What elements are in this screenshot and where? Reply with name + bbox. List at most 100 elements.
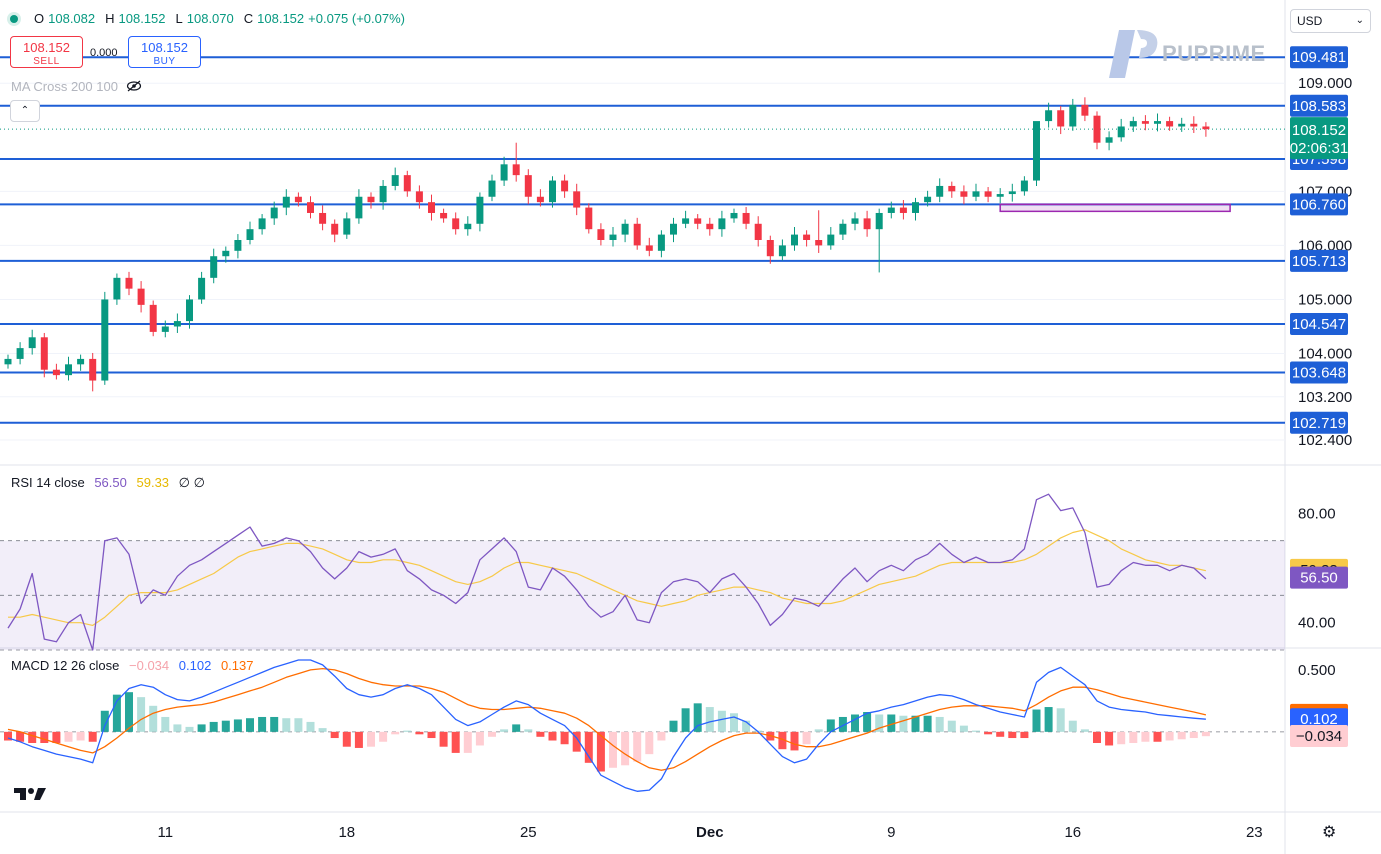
candle[interactable] (561, 174, 569, 198)
candle[interactable] (319, 205, 327, 231)
candle[interactable] (391, 167, 399, 191)
candle[interactable] (609, 227, 617, 247)
candle[interactable] (512, 142, 520, 182)
candle[interactable] (887, 201, 895, 219)
candle[interactable] (1117, 118, 1125, 142)
candle[interactable] (210, 248, 218, 284)
buy-button[interactable]: 108.152 BUY (128, 36, 201, 68)
candle[interactable] (101, 291, 109, 385)
candle[interactable] (367, 192, 375, 209)
candle[interactable] (670, 217, 677, 243)
candle[interactable] (488, 174, 496, 202)
candle[interactable] (331, 219, 339, 243)
candle[interactable] (1008, 183, 1016, 202)
candle[interactable] (307, 196, 314, 219)
candle[interactable] (1154, 113, 1161, 132)
candle[interactable] (137, 281, 145, 313)
candle[interactable] (476, 192, 484, 232)
candle[interactable] (173, 313, 181, 333)
candle[interactable] (803, 230, 811, 247)
candle[interactable] (415, 185, 423, 209)
candle[interactable] (113, 273, 121, 305)
candle[interactable] (984, 187, 992, 203)
candle[interactable] (1081, 97, 1089, 122)
candle[interactable] (77, 354, 85, 371)
candle[interactable] (4, 354, 12, 369)
candle[interactable] (1166, 116, 1174, 131)
candle[interactable] (524, 169, 532, 205)
candle[interactable] (875, 208, 883, 273)
candle[interactable] (536, 189, 544, 207)
candle[interactable] (65, 356, 72, 381)
eye-hidden-icon[interactable] (126, 80, 142, 92)
candle[interactable] (549, 176, 556, 208)
candle[interactable] (355, 189, 363, 224)
candle[interactable] (863, 210, 871, 237)
candle[interactable] (657, 230, 665, 258)
candle[interactable] (706, 217, 714, 236)
candle[interactable] (766, 235, 774, 264)
candle[interactable] (694, 214, 702, 230)
candle[interactable] (40, 332, 48, 378)
candle[interactable] (161, 320, 169, 338)
candle[interactable] (186, 295, 193, 329)
ma-indicator-label[interactable]: MA Cross 200 100 (11, 79, 142, 94)
candle[interactable] (1020, 176, 1028, 196)
candle[interactable] (960, 185, 968, 205)
candle[interactable] (682, 210, 690, 229)
candle[interactable] (403, 170, 411, 197)
candle[interactable] (1178, 117, 1186, 132)
candle[interactable] (1105, 131, 1113, 151)
candle[interactable] (948, 181, 956, 198)
candle[interactable] (730, 208, 738, 223)
candle[interactable] (500, 156, 508, 186)
candle[interactable] (294, 192, 302, 207)
candle[interactable] (924, 190, 932, 207)
candle[interactable] (1057, 105, 1065, 135)
candle[interactable] (1045, 102, 1053, 128)
candle[interactable] (815, 210, 823, 253)
candle[interactable] (379, 180, 387, 210)
sell-button[interactable]: 108.152 SELL (10, 36, 83, 68)
candle[interactable] (198, 271, 206, 304)
candle[interactable] (222, 246, 230, 263)
candle[interactable] (258, 214, 266, 235)
candle[interactable] (621, 219, 629, 243)
candle[interactable] (839, 219, 847, 240)
candle[interactable] (585, 203, 593, 234)
collapse-legend-button[interactable]: ⌃ (10, 100, 40, 122)
candle[interactable] (936, 178, 944, 203)
candle[interactable] (28, 329, 36, 355)
settings-gear-icon[interactable]: ⚙ (1322, 824, 1337, 841)
candle[interactable] (52, 363, 60, 380)
candle[interactable] (440, 208, 448, 223)
candle[interactable] (996, 188, 1004, 204)
candle[interactable] (1141, 115, 1149, 131)
candle[interactable] (742, 207, 750, 230)
candle[interactable] (452, 212, 460, 235)
candle[interactable] (16, 342, 24, 365)
candle[interactable] (899, 200, 907, 220)
candle[interactable] (282, 189, 290, 216)
candle[interactable] (597, 223, 605, 246)
currency-select[interactable]: USD ⌄ (1290, 9, 1371, 33)
candle[interactable] (718, 210, 726, 237)
candle[interactable] (1093, 111, 1101, 150)
candle[interactable] (125, 271, 133, 296)
candle[interactable] (851, 212, 859, 231)
consolidation-zone[interactable] (999, 203, 1231, 213)
candle[interactable] (754, 216, 762, 247)
candle[interactable] (912, 197, 919, 221)
candle[interactable] (972, 183, 980, 202)
candle[interactable] (778, 239, 786, 261)
candle[interactable] (464, 216, 472, 236)
candle[interactable] (633, 217, 641, 250)
candle[interactable] (1033, 121, 1040, 186)
candle[interactable] (791, 227, 798, 251)
candle[interactable] (645, 237, 653, 257)
candle[interactable] (573, 183, 581, 216)
candle[interactable] (270, 201, 278, 225)
candle[interactable] (149, 300, 157, 337)
candle[interactable] (343, 212, 351, 239)
